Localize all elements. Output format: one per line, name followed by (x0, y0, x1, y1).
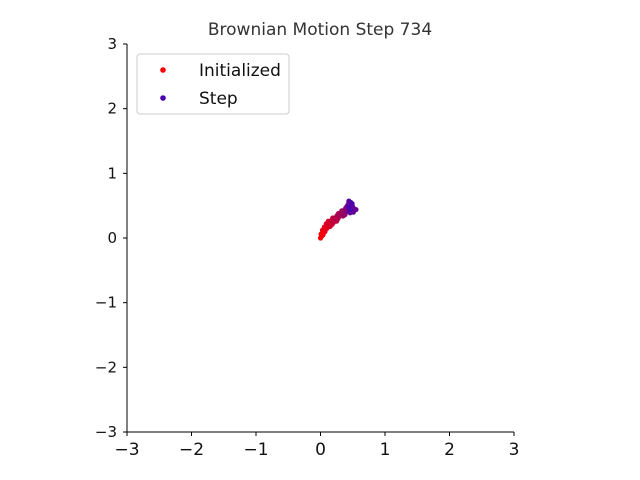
scatter-points (317, 198, 359, 241)
y-tick-label: −2 (95, 358, 117, 376)
y-tick-label: −3 (95, 423, 117, 441)
x-tick-label: −1 (243, 440, 268, 460)
x-tick-label: 2 (444, 440, 455, 460)
scatter-point (349, 201, 355, 207)
y-tick-label: 2 (107, 100, 117, 118)
y-tick-label: 1 (107, 164, 117, 182)
y-tick-label: 3 (107, 35, 117, 53)
y-tick-label: −1 (95, 294, 117, 312)
axes: −3 −2 −1 0 1 2 3 −3 −2 −1 0 1 2 3 (95, 35, 520, 460)
legend-marker (160, 95, 166, 101)
y-tick-label: 0 (107, 229, 117, 247)
x-tick-label: −3 (114, 440, 139, 460)
legend-label: Initialized (199, 61, 281, 81)
x-tick-label: −2 (179, 440, 204, 460)
chart-title: Brownian Motion Step 734 (208, 20, 432, 40)
legend-label: Step (199, 89, 238, 109)
x-tick-label: 0 (315, 440, 326, 460)
x-tick-label: 3 (509, 440, 520, 460)
legend-box (136, 53, 290, 115)
scatter-point (345, 204, 351, 210)
legend-marker (160, 67, 166, 73)
legend: Initialized Step (136, 53, 290, 115)
x-tick-label: 1 (380, 440, 391, 460)
